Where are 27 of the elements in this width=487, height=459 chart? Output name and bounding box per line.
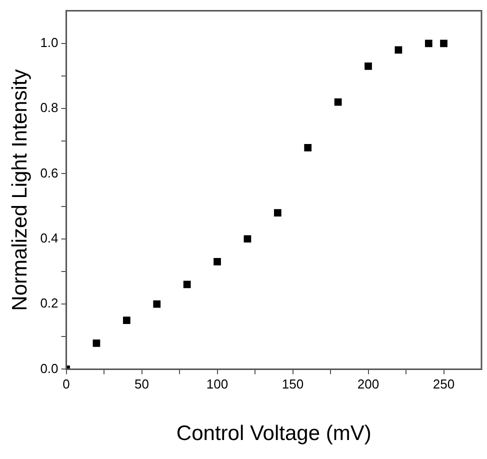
x-tick-label: 250 — [432, 376, 455, 392]
point — [122, 316, 130, 324]
point — [440, 40, 448, 48]
point — [394, 46, 402, 54]
point — [92, 339, 100, 347]
x-tick-label: 50 — [134, 376, 149, 392]
y-tick-label: 0.6 — [40, 165, 58, 180]
y-axis-title: Normalized Light Intensity — [8, 68, 32, 311]
y-tick-label: 0.4 — [40, 230, 58, 246]
y-tick-label: 0.2 — [40, 296, 58, 311]
point — [424, 40, 432, 48]
x-tick-label: 150 — [282, 376, 304, 392]
point — [183, 280, 191, 288]
point — [304, 144, 312, 152]
y-tick-label: 1.0 — [40, 34, 58, 50]
x-tick-label: 0 — [62, 376, 70, 392]
point — [364, 62, 372, 70]
point — [334, 98, 342, 106]
point — [214, 258, 221, 266]
point — [244, 235, 252, 243]
x-axis-title: Control Voltage (mV) — [176, 422, 372, 446]
point — [153, 300, 161, 308]
y-tick-label: 0.0 — [40, 360, 58, 376]
x-tick-label: 100 — [206, 376, 228, 392]
y-tick-label: 0.8 — [40, 100, 58, 116]
x-tick-label: 200 — [357, 376, 380, 392]
point — [274, 209, 282, 216]
